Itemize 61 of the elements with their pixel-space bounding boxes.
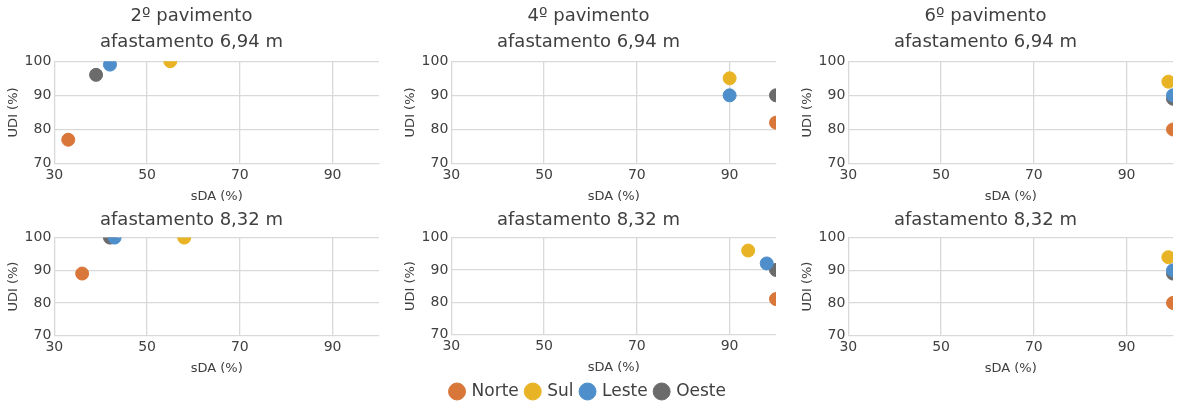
x-tick-label: 50 — [535, 336, 553, 353]
y-axis-title: UDI (%) — [402, 261, 418, 312]
y-tick-label: 100 — [24, 228, 52, 245]
y-tick-label: 90 — [827, 260, 846, 277]
chart-subtitle: afastamento 6,94 m — [496, 30, 681, 52]
x-tick-label: 70 — [230, 165, 249, 182]
x-tick-label: 90 — [720, 336, 739, 353]
x-tick-label: 50 — [932, 337, 950, 354]
x-axis-title: sDA (%) — [587, 187, 640, 203]
x-tick-label: 70 — [230, 337, 249, 354]
legend-label: Leste — [602, 379, 648, 400]
y-tick-label: 90 — [827, 85, 846, 102]
y-tick-label: 80 — [430, 292, 449, 309]
chart-subtitle: afastamento 6,94 m — [893, 30, 1078, 52]
y-tick-label: 80 — [430, 120, 449, 137]
x-axis-title: sDA (%) — [190, 187, 243, 203]
chart-title: 4º pavimento — [527, 4, 650, 26]
x-tick-label: 70 — [627, 165, 646, 182]
x-tick-label: 70 — [1024, 337, 1043, 354]
y-tick-label: 80 — [33, 120, 52, 137]
x-tick-label: 50 — [138, 165, 156, 182]
x-tick-label: 90 — [1117, 165, 1136, 182]
x-tick-label: 50 — [138, 337, 156, 354]
y-axis-title: UDI (%) — [799, 87, 815, 138]
y-tick-label: 90 — [33, 85, 52, 102]
y-tick-label: 100 — [24, 51, 52, 68]
x-axis-title: sDA (%) — [587, 358, 640, 374]
legend-label: Norte — [471, 379, 519, 400]
y-tick-label: 100 — [421, 51, 449, 68]
x-tick-label: 90 — [1117, 337, 1136, 354]
x-tick-label: 70 — [1024, 165, 1043, 182]
y-tick-label: 80 — [33, 293, 52, 310]
legend-label: Sul — [547, 379, 574, 400]
x-tick-label: 90 — [720, 165, 739, 182]
legend-label: Oeste — [676, 379, 726, 400]
chart-title: afastamento 8,32 m — [893, 208, 1078, 230]
x-axis-title: sDA (%) — [190, 359, 243, 375]
x-tick-label: 90 — [323, 337, 342, 354]
chart-title: afastamento 8,32 m — [496, 208, 681, 230]
y-axis-title: UDI (%) — [799, 261, 815, 312]
x-tick-label: 50 — [932, 165, 950, 182]
y-tick-label: 80 — [827, 293, 846, 310]
y-tick-label: 100 — [818, 51, 846, 68]
y-tick-label: 90 — [33, 260, 52, 277]
y-tick-label: 100 — [818, 228, 846, 245]
y-tick-label: 90 — [430, 85, 449, 102]
y-axis-title: UDI (%) — [5, 87, 21, 138]
y-axis-title: UDI (%) — [5, 261, 21, 312]
y-tick-label: 100 — [421, 228, 449, 245]
x-axis-title: sDA (%) — [984, 359, 1037, 375]
x-tick-label: 50 — [535, 165, 553, 182]
x-tick-label: 70 — [627, 336, 646, 353]
chart-title: afastamento 8,32 m — [99, 208, 284, 230]
x-axis-title: sDA (%) — [984, 187, 1037, 203]
y-axis-title: UDI (%) — [402, 87, 418, 138]
chart-subtitle: afastamento 6,94 m — [99, 30, 284, 52]
chart-title: 6º pavimento — [924, 4, 1047, 26]
y-tick-label: 90 — [430, 260, 449, 277]
y-tick-label: 80 — [827, 120, 846, 137]
chart-title: 2º pavimento — [130, 4, 253, 26]
x-tick-label: 90 — [323, 165, 342, 182]
